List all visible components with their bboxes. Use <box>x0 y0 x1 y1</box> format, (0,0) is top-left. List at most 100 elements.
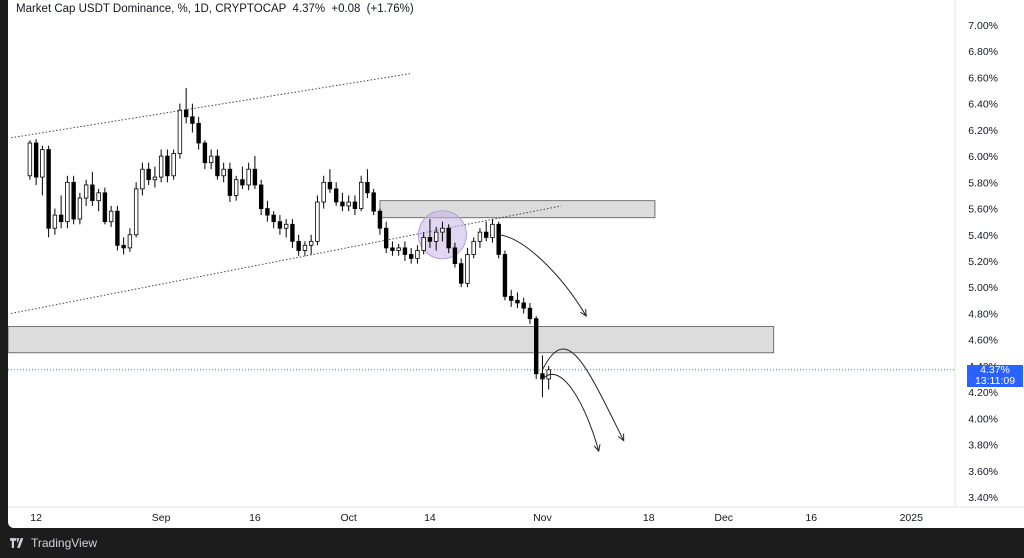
candle-body[interactable] <box>258 184 264 209</box>
projection-arrow-path[interactable] <box>498 234 587 317</box>
candle-body[interactable] <box>502 254 508 297</box>
candle-body[interactable] <box>521 302 526 309</box>
candle-body[interactable] <box>433 231 439 242</box>
candle-body[interactable] <box>271 214 276 223</box>
candle-body[interactable] <box>77 197 83 220</box>
candle-body[interactable] <box>321 181 326 203</box>
candle-body[interactable] <box>58 214 64 223</box>
candle-body[interactable] <box>358 181 364 209</box>
candle-body[interactable] <box>252 168 258 186</box>
candle-body[interactable] <box>202 142 208 164</box>
candle-body[interactable] <box>490 223 495 238</box>
candle-body[interactable] <box>140 168 145 190</box>
candle-body[interactable] <box>90 184 95 202</box>
candle-body[interactable] <box>277 221 283 229</box>
candle-body[interactable] <box>452 247 458 265</box>
candle-body[interactable] <box>152 176 158 181</box>
y-tick-label: 5.40% <box>968 230 998 242</box>
candle-body[interactable] <box>396 247 401 251</box>
trendline[interactable] <box>11 205 562 314</box>
symbol-title: Market Cap USDT Dominance, %, 1D, CRYPTO… <box>16 3 287 15</box>
candle-body[interactable] <box>383 227 389 249</box>
candle-body[interactable] <box>421 236 426 251</box>
supply-zone-rect[interactable] <box>8 326 775 354</box>
y-tick-label: 3.80% <box>968 440 998 452</box>
candle-body[interactable] <box>221 168 226 177</box>
candle-body[interactable] <box>371 192 376 212</box>
candle-body[interactable] <box>471 240 476 255</box>
candle-body[interactable] <box>171 153 176 177</box>
candle-body[interactable] <box>96 192 101 202</box>
candle-body[interactable] <box>290 223 295 242</box>
candle-body[interactable] <box>146 168 151 181</box>
candle-body[interactable] <box>27 142 33 177</box>
candle-body[interactable] <box>390 247 395 251</box>
candle-body[interactable] <box>427 236 433 242</box>
candle-body[interactable] <box>296 240 301 251</box>
candle-body[interactable] <box>190 116 195 124</box>
candle-body[interactable] <box>533 318 539 375</box>
candle-body[interactable] <box>333 188 339 203</box>
candle-body[interactable] <box>183 109 189 118</box>
candle-body[interactable] <box>265 208 270 216</box>
supply-zone-rect[interactable] <box>379 200 656 219</box>
candle-body[interactable] <box>165 155 170 177</box>
candle-body[interactable] <box>402 247 408 255</box>
candle-body[interactable] <box>133 188 139 236</box>
candle-body[interactable] <box>327 181 333 190</box>
candle-body[interactable] <box>115 210 120 246</box>
x-tick-label: Nov <box>533 512 552 524</box>
candle-body[interactable] <box>102 192 108 223</box>
x-tick-label: 18 <box>643 512 655 524</box>
candle-body[interactable] <box>408 254 414 259</box>
candle-body[interactable] <box>208 155 214 164</box>
candle-body[interactable] <box>440 227 445 233</box>
candle-body[interactable] <box>71 181 76 220</box>
candle-body[interactable] <box>177 109 183 154</box>
candlestick-chart[interactable]: 3.40%3.60%3.80%4.00%4.20%4.40%4.60%4.80%… <box>8 0 1024 528</box>
arrowhead-icon <box>593 444 601 453</box>
candle-body[interactable] <box>315 201 320 242</box>
projection-arrow-path[interactable] <box>541 348 625 441</box>
trendline[interactable] <box>11 73 412 139</box>
candle-body[interactable] <box>515 299 520 304</box>
candle-body[interactable] <box>215 155 220 177</box>
candle-body[interactable] <box>308 240 314 246</box>
y-tick-label: 6.20% <box>968 125 998 137</box>
candle-body[interactable] <box>158 155 164 178</box>
candle-body[interactable] <box>65 181 70 223</box>
candle-body[interactable] <box>240 179 245 186</box>
candle-body[interactable] <box>446 227 451 249</box>
candle-body[interactable] <box>352 201 358 209</box>
candle-body[interactable] <box>465 254 470 284</box>
candle-body[interactable] <box>458 263 464 284</box>
candle-body[interactable] <box>346 201 351 207</box>
candle-body[interactable] <box>302 244 308 251</box>
candle-body[interactable] <box>340 201 345 207</box>
brand-label: TradingView <box>31 536 98 550</box>
candle-body[interactable] <box>127 234 133 249</box>
candle-body[interactable] <box>108 210 114 223</box>
candle-body[interactable] <box>196 122 201 144</box>
candle-body[interactable] <box>508 295 514 301</box>
candle-body[interactable] <box>46 149 51 229</box>
candle-body[interactable] <box>477 231 483 242</box>
candle-body[interactable] <box>121 244 126 249</box>
candle-body[interactable] <box>377 210 383 229</box>
candle-body[interactable] <box>40 149 45 178</box>
candle-body[interactable] <box>52 214 58 229</box>
candle-body[interactable] <box>227 168 233 196</box>
candle-body[interactable] <box>233 179 239 196</box>
projection-arrow-path[interactable] <box>542 373 600 452</box>
candle-body[interactable] <box>527 307 533 320</box>
candle-body[interactable] <box>283 223 289 229</box>
candle-body[interactable] <box>246 168 251 186</box>
candle-body[interactable] <box>415 250 420 259</box>
candle-body[interactable] <box>483 231 489 238</box>
candle-body[interactable] <box>33 142 39 178</box>
x-tick-label: 2025 <box>900 512 924 524</box>
candle-body[interactable] <box>83 184 89 199</box>
candle-body[interactable] <box>365 181 370 194</box>
candle-body[interactable] <box>496 223 501 255</box>
y-tick-label: 5.80% <box>968 177 998 189</box>
